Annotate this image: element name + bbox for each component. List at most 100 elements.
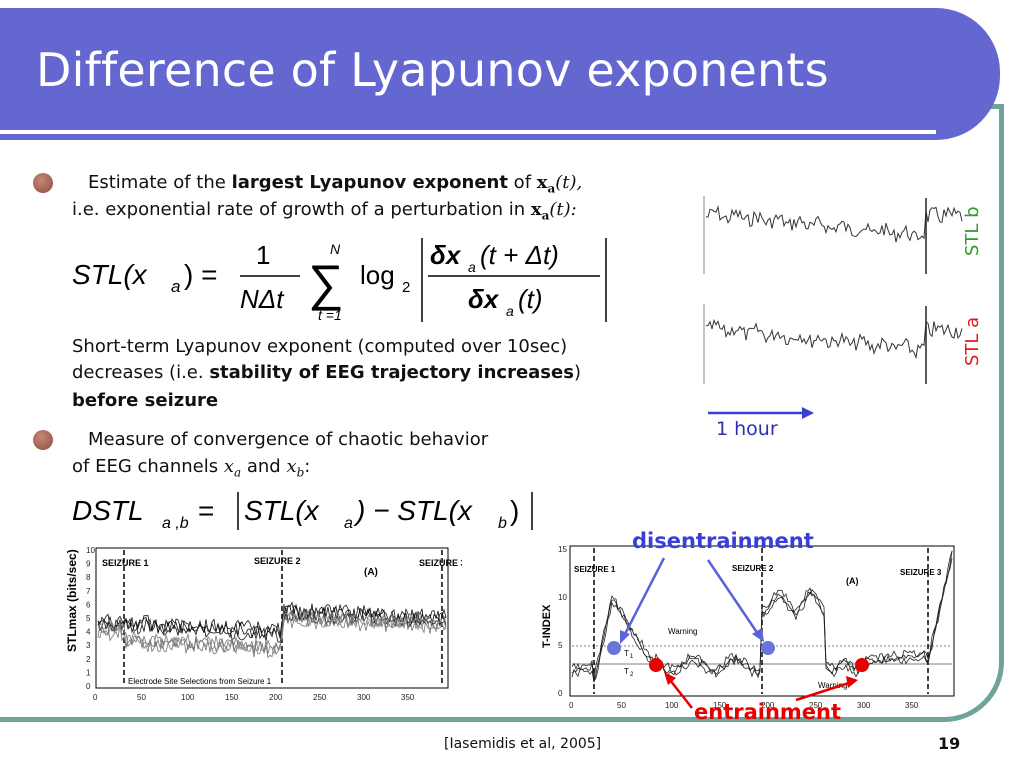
eq2-s2-sub: b	[498, 515, 507, 532]
right-seizure-2: SEIZURE 2	[732, 564, 774, 573]
page-number: 19	[938, 734, 961, 753]
left-xtick: 100	[181, 693, 195, 702]
right-ylabel: T-INDEX	[541, 604, 553, 648]
entrainment-label: entrainment	[694, 700, 842, 724]
eq2-eq: =	[198, 495, 214, 526]
stl-b-trace	[705, 205, 963, 243]
entrainment-marker-2	[855, 658, 869, 672]
tindex-trace	[571, 551, 953, 683]
right-xtick: 250	[809, 701, 823, 710]
right-xtick: 300	[857, 701, 871, 710]
slide-title: Difference of Lyapunov exponents	[36, 43, 829, 97]
left-tag: (A)	[364, 567, 378, 578]
right-xtick: 200	[761, 701, 775, 710]
eq2-s1: STL(x	[244, 495, 320, 526]
eq1-top-arg: (t + Δt)	[480, 240, 559, 270]
right-t1-sub: 1	[630, 654, 634, 660]
left-xtick: 200	[269, 693, 283, 702]
eq1-top-sub: a	[468, 259, 476, 275]
bullet-icon	[33, 173, 53, 193]
stlmax-trace	[97, 601, 447, 638]
left-ylabel: STLmax (bits/sec)	[65, 549, 79, 652]
left-seizure-2: SEIZURE 2	[254, 556, 301, 566]
eq1-num: 1	[256, 240, 270, 270]
left-ytick: 2	[86, 655, 91, 664]
para-line1: Short-term Lyapunov exponent (computed o…	[72, 336, 568, 357]
right-seizure-3: SEIZURE 3	[900, 568, 942, 577]
left-ytick: 4	[86, 628, 91, 637]
citation: [Iasemidis et al, 2005]	[444, 736, 602, 752]
title-bar	[0, 8, 1000, 140]
eq2-d-sub: a ,b	[162, 515, 189, 532]
stl-b-label-wrap: STL b	[962, 196, 990, 256]
stl-equation: STL(x a ) = 1 NΔt N ∑ t =1 log 2 δx a (t…	[72, 238, 607, 323]
left-ytick: 8	[86, 573, 91, 582]
one-hour-label: 1 hour	[716, 418, 778, 440]
right-xtick: 50	[617, 701, 626, 710]
bullet2-line2: of EEG channels xa and xb:	[72, 456, 311, 480]
stlmax-trace	[97, 615, 447, 659]
para-line3: before seizure	[72, 390, 219, 411]
left-xtick: 50	[137, 693, 146, 702]
eq2-d: DSTL	[72, 495, 144, 526]
eq2-s1-sub: a	[344, 515, 353, 532]
eq1-log-sub: 2	[402, 279, 410, 296]
bullet-icon	[33, 430, 53, 450]
eq1-log: log	[360, 260, 395, 290]
left-xtick: 350	[401, 693, 415, 702]
one-hour-arrow	[708, 407, 814, 419]
left-ytick: 5	[86, 614, 91, 623]
left-ytick: 3	[86, 641, 91, 650]
right-seizure-1: SEIZURE 1	[574, 565, 616, 574]
left-xtick: 250	[313, 693, 327, 702]
left-xtick: 0	[93, 693, 98, 702]
left-seizure-3: SEIZURE 3	[419, 558, 462, 568]
left-ytick: 0	[86, 682, 91, 691]
eq2-end: )	[510, 495, 519, 526]
eq1-lhs-end: ) =	[184, 259, 217, 290]
disentrainment-marker-1	[607, 641, 621, 655]
sigma-icon: ∑	[308, 255, 344, 311]
disentrainment-marker-2	[761, 641, 775, 655]
left-xtick: 300	[357, 693, 371, 702]
left-ytick: 1	[86, 668, 91, 677]
right-ytick: 5	[558, 641, 563, 650]
bullet2-line1: Measure of convergence of chaotic behavi…	[88, 429, 489, 450]
stl-a-label: STL a	[962, 316, 983, 366]
right-t1: T	[624, 649, 629, 658]
title-underline	[0, 130, 936, 134]
left-xtick: 150	[225, 693, 239, 702]
left-ytick: 6	[86, 600, 91, 609]
eq1-den: NΔt	[240, 284, 285, 314]
tindex-trace	[571, 558, 953, 683]
right-ytick: 10	[558, 593, 567, 602]
stl-b-label: STL b	[962, 206, 983, 256]
bullet1-line1: Estimate of the largest Lyapunov exponen…	[88, 172, 583, 196]
entrainment-marker-1	[649, 658, 663, 672]
right-xtick: 100	[665, 701, 679, 710]
left-seizure-1: SEIZURE 1	[102, 558, 149, 568]
eq1-bot-arg: (t)	[518, 284, 543, 314]
right-ytick: 0	[558, 689, 563, 698]
eq1-bot-num: δx	[468, 284, 500, 314]
left-ytick: 10	[86, 546, 95, 555]
right-t2: T	[624, 667, 629, 676]
stl-a-label-wrap: STL a	[962, 304, 990, 366]
eq1-lhs-sub: a	[171, 277, 180, 296]
right-ytick: 15	[558, 545, 567, 554]
stl-traces-figure	[703, 196, 963, 384]
right-xtick: 0	[569, 701, 574, 710]
right-xtick: 350	[905, 701, 919, 710]
eq1-top-num: δx	[430, 240, 462, 270]
para-line2: decreases (i.e. stability of EEG traject…	[72, 362, 581, 383]
eq1-bot-sub: a	[506, 303, 514, 319]
left-ytick: 9	[86, 560, 91, 569]
eq1-sum-bot: t =1	[318, 307, 342, 323]
bullet1-line2: i.e. exponential rate of growth of a per…	[72, 199, 577, 223]
eq2-mid: ) − STL(x	[353, 495, 473, 526]
right-t2-sub: 2	[630, 672, 634, 678]
annotation-arrows	[620, 557, 858, 709]
right-warning-2: Warning	[818, 681, 848, 690]
right-warning-1: Warning	[668, 627, 698, 636]
